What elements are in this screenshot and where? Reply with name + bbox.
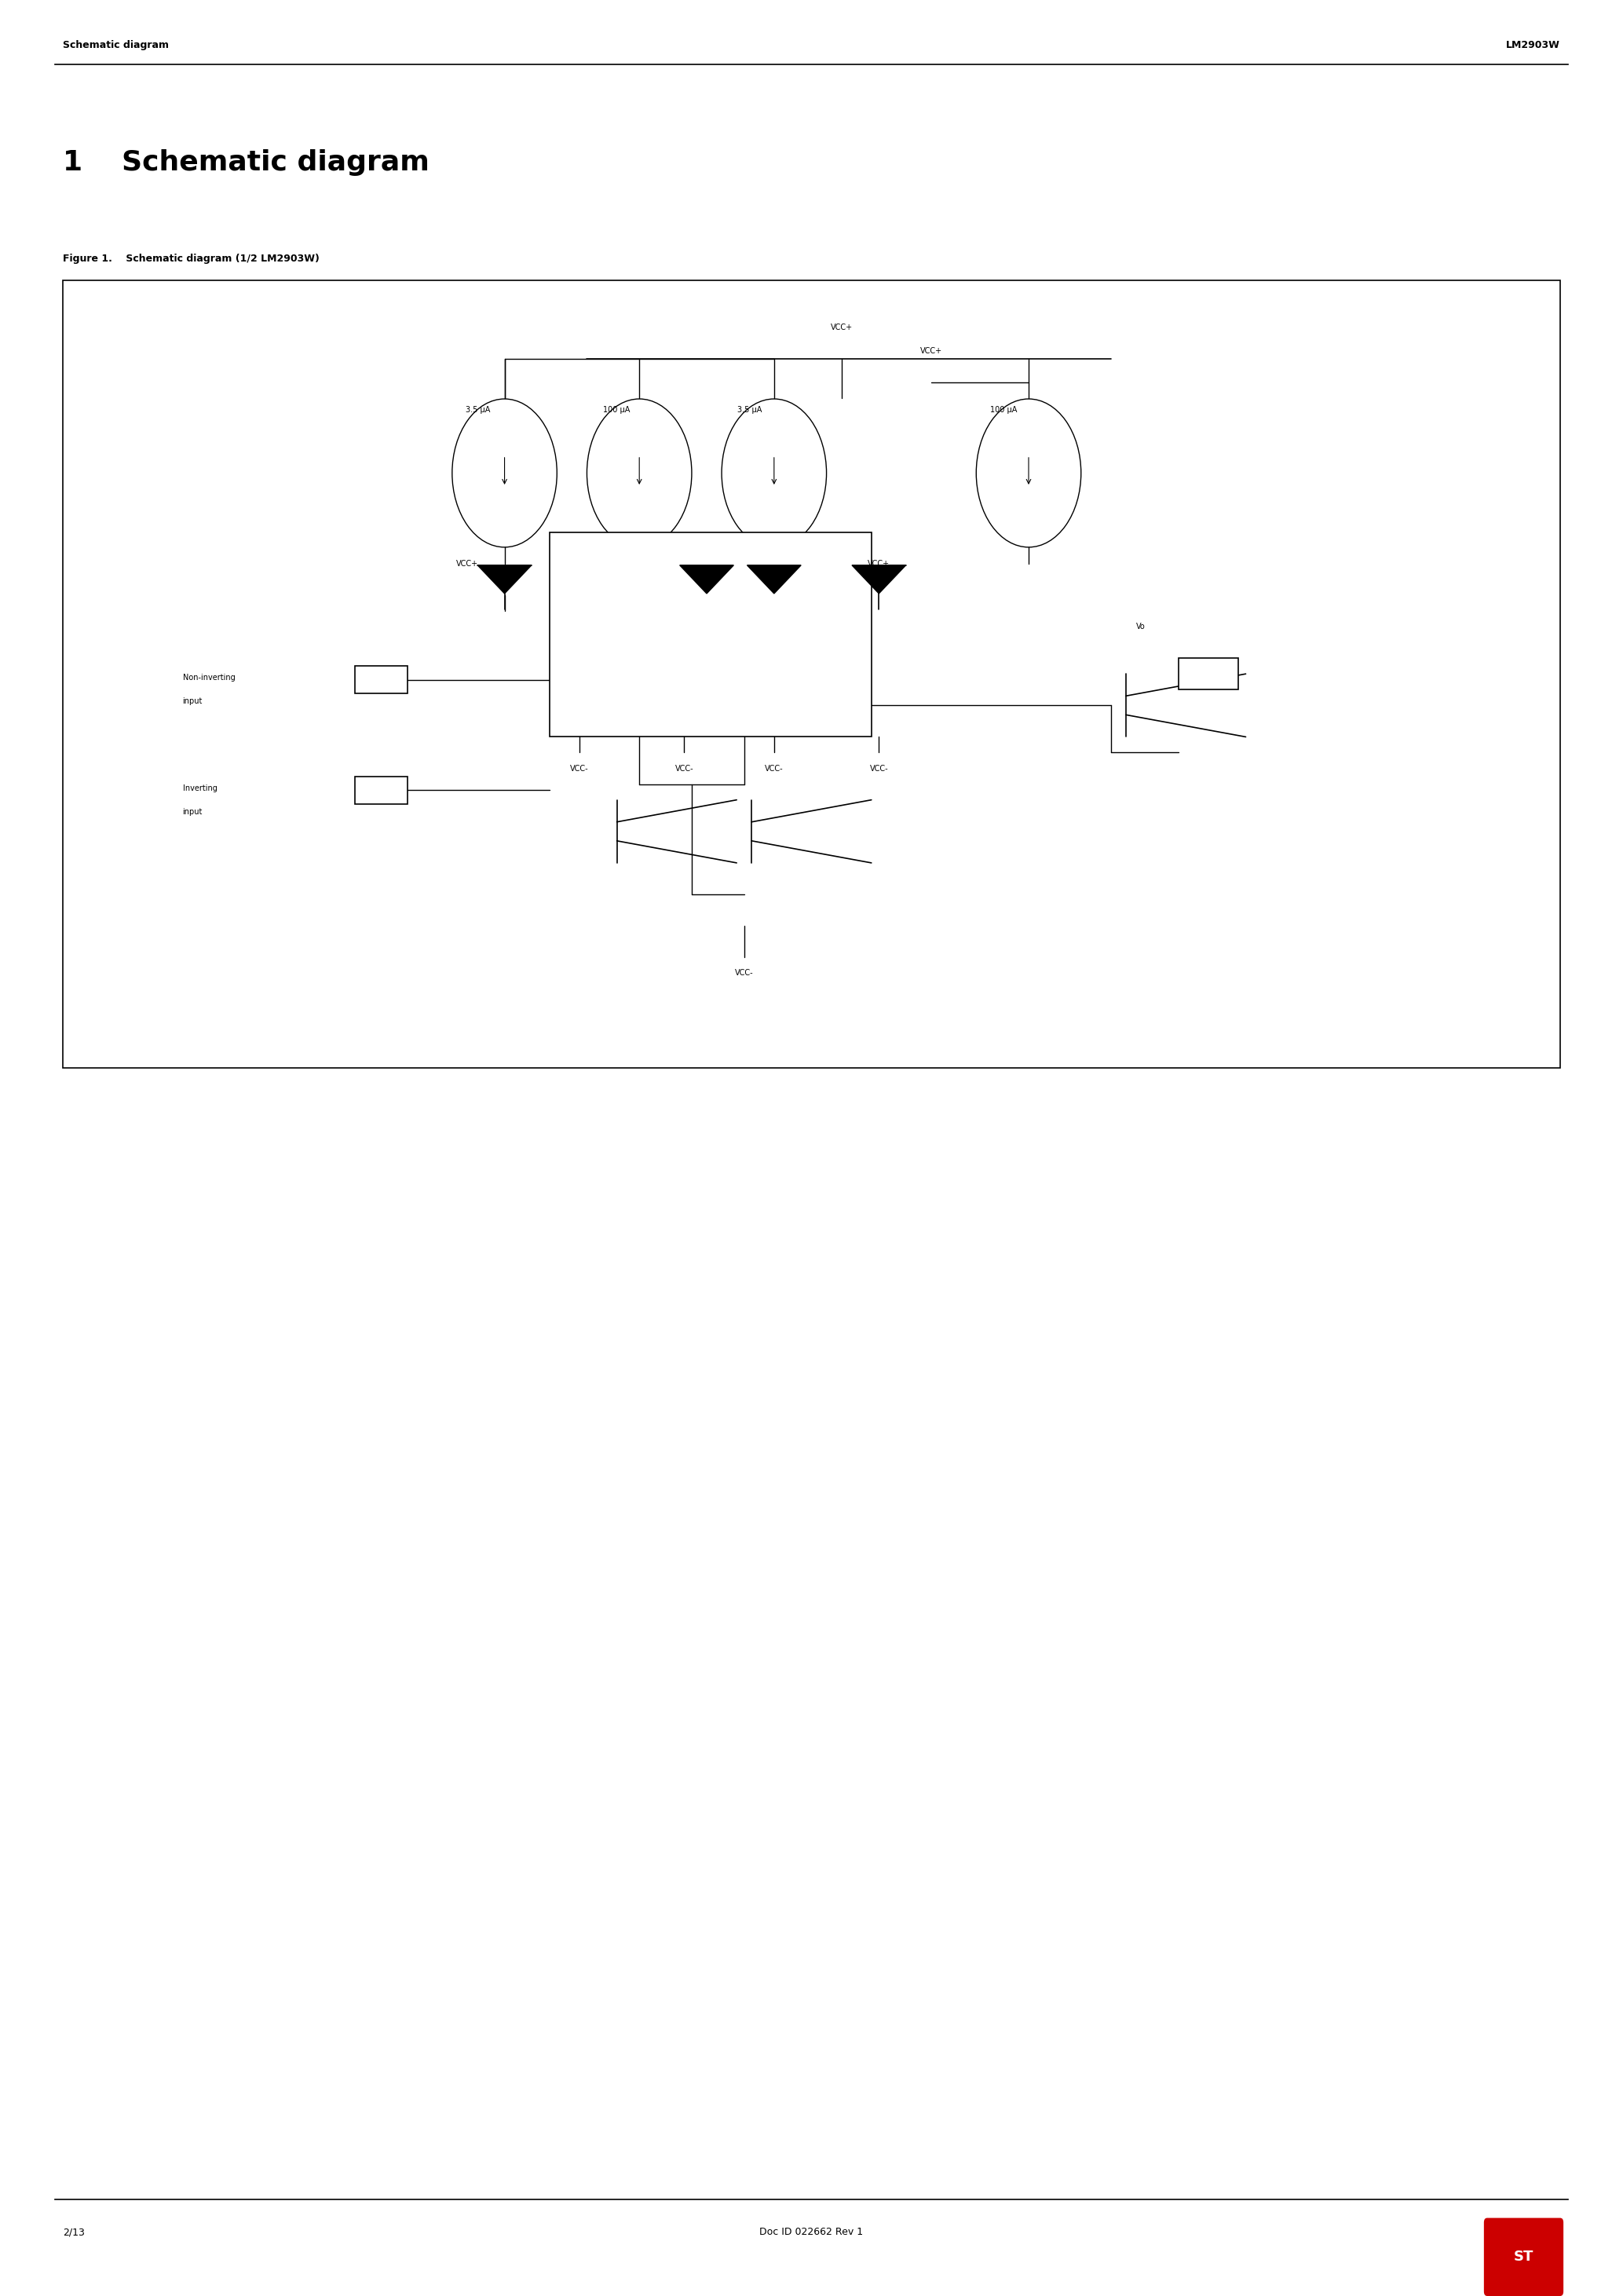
Text: Non-inverting: Non-inverting [183,675,235,682]
Text: LM2903W: LM2903W [1506,41,1560,51]
Circle shape [453,400,557,546]
Bar [355,666,407,693]
Text: VCC-: VCC- [675,765,693,771]
Polygon shape [852,565,906,595]
Polygon shape [680,565,734,595]
Bar [355,776,407,804]
Text: VCC+: VCC+ [831,324,852,331]
Text: 100 μA: 100 μA [990,406,1018,413]
Text: 2/13: 2/13 [63,2227,84,2236]
Text: input: input [183,808,203,815]
Polygon shape [747,565,802,595]
Text: VCC+: VCC+ [920,347,943,356]
Text: Schematic diagram: Schematic diagram [63,41,169,51]
Text: VCC-: VCC- [764,765,784,771]
Text: Inverting: Inverting [183,785,217,792]
Text: 100 μA: 100 μA [604,406,630,413]
Text: VCC-: VCC- [870,765,888,771]
Text: 1: 1 [63,149,83,177]
Text: 3.5 μA: 3.5 μA [737,406,761,413]
FancyBboxPatch shape [1483,2218,1563,2296]
Circle shape [975,400,1081,546]
Bar [1178,659,1238,689]
Bar [550,533,872,737]
Text: Figure 1.    Schematic diagram (1/2 LM2903W): Figure 1. Schematic diagram (1/2 LM2903W… [63,255,320,264]
Text: VCC+: VCC+ [456,560,479,567]
Text: Vo: Vo [1136,622,1146,631]
Bar [63,280,1560,1068]
Text: VCC-: VCC- [735,969,753,978]
Text: VCC-: VCC- [570,765,589,771]
Text: VCC+: VCC+ [868,560,889,567]
Text: Schematic diagram: Schematic diagram [122,149,430,177]
Text: Doc ID 022662 Rev 1: Doc ID 022662 Rev 1 [760,2227,863,2236]
Polygon shape [477,565,531,595]
Circle shape [588,400,691,546]
Circle shape [722,400,826,546]
Text: 3.5 μA: 3.5 μA [466,406,490,413]
Text: ST: ST [1514,2250,1534,2264]
Text: input: input [183,698,203,705]
